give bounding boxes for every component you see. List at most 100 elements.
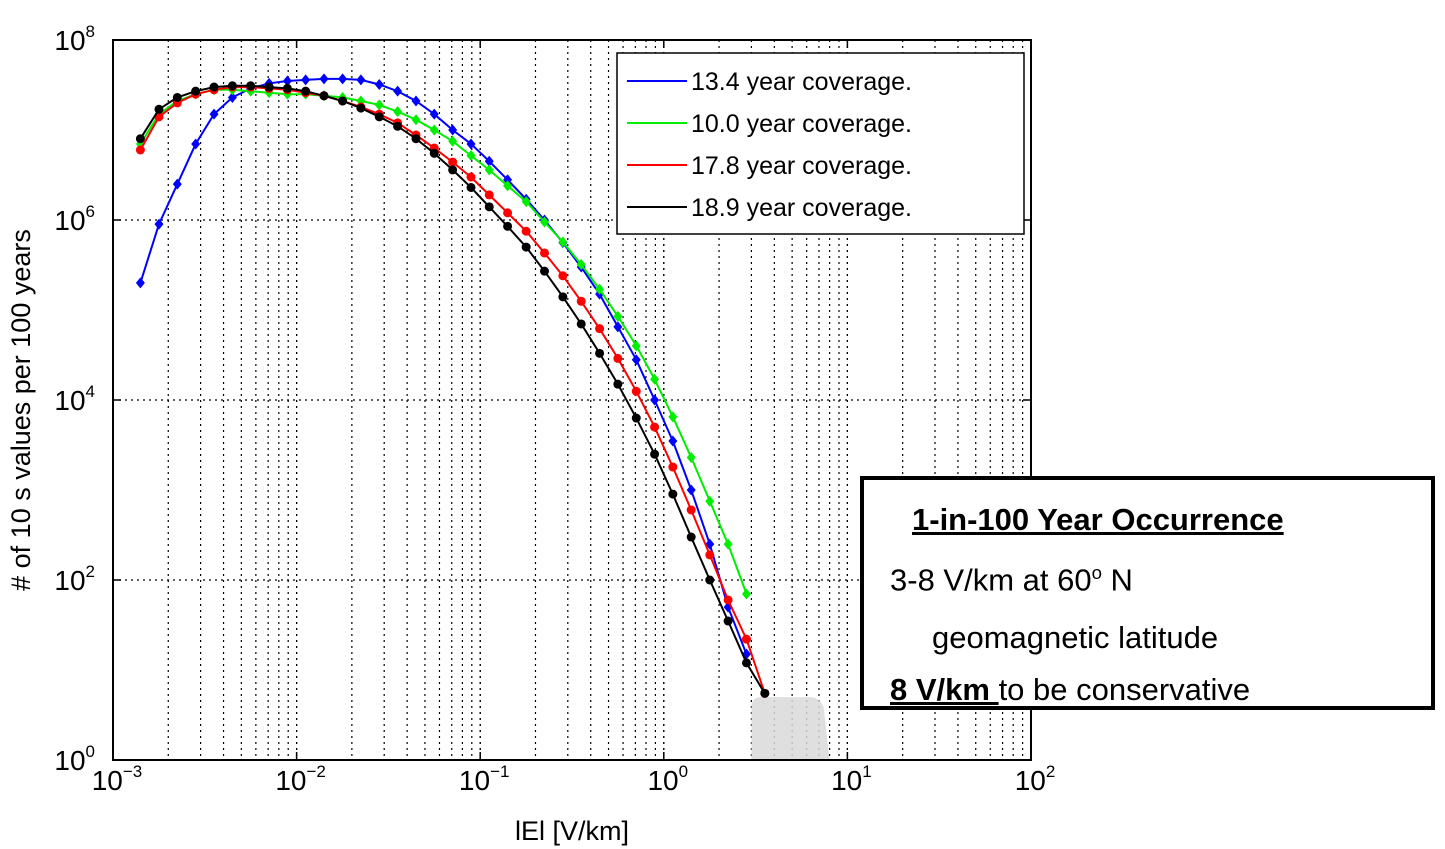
x-tick-label: 10−1 [459,762,510,796]
data-point [741,634,751,644]
data-point [540,216,550,228]
data-point [613,310,623,322]
tick-label-layer: 10−3 10−2 10−1 100 101 102 100 102 104 106 108 [54,22,1055,796]
data-point [650,449,660,459]
data-point [448,165,458,175]
data-point [595,348,605,358]
data-point [650,394,660,406]
series-line [139,77,748,655]
data-point [723,595,733,605]
data-point [411,114,421,126]
data-point [411,95,421,107]
data-point [741,588,751,600]
data-point [393,106,403,118]
data-point [246,81,256,91]
data-point [154,104,164,114]
data-point [429,148,439,158]
annotation-conservative-text: to be conservative [998,672,1251,707]
data-point [374,112,384,122]
data-point [558,271,568,281]
data-point [448,157,458,167]
legend: 13.4 year coverage. 10.0 year coverage. 17… [616,52,1025,235]
data-point [576,319,586,329]
data-point [135,134,145,144]
data-point [503,208,513,218]
data-point [135,277,145,289]
data-point [282,83,292,93]
data-point [613,379,623,389]
data-point [558,236,568,248]
data-point [356,74,366,86]
data-point [301,74,311,86]
data-point [521,196,531,208]
data-point [301,86,311,96]
data-point [741,658,751,668]
series-line [139,88,748,595]
series-4 [135,81,770,698]
data-point [503,174,513,186]
data-point [338,96,348,106]
data-point [411,134,421,144]
legend-label: 13.4 year coverage. [691,68,912,96]
data-point [356,103,366,113]
data-point [319,73,329,85]
data-point [650,373,660,385]
data-point [264,82,274,92]
legend-label: 10.0 year coverage. [691,110,912,138]
y-tick-label: 104 [54,382,95,416]
y-tick-label: 102 [54,562,95,596]
data-point [172,92,182,102]
data-point [668,462,678,472]
data-point [595,324,605,334]
data-point [521,242,531,252]
data-point [448,135,458,147]
x-axis-label: lEl [V/km] [515,816,629,846]
data-point [282,75,292,87]
data-point [668,411,678,423]
y-tick-label: 100 [54,742,95,776]
data-point [686,451,696,463]
data-point [429,108,439,120]
legend-label: 17.8 year coverage. [691,152,912,180]
tick-layer [112,39,1032,761]
data-point [521,226,531,236]
data-point [503,221,513,231]
data-point [576,259,586,271]
data-point [319,91,329,101]
y-tick-label: 106 [54,202,95,236]
data-point [484,190,494,200]
data-point [668,435,678,447]
data-point [484,164,494,176]
data-point [227,81,237,91]
annotation-range-text: 3-8 V/km at 60 [890,562,1092,598]
data-point [631,386,641,396]
data-point [191,138,201,150]
annotation-line-conservative: 8 V/km to be conservative [890,674,1250,705]
data-point [723,538,733,550]
data-point [227,91,237,103]
series-layer [135,73,770,698]
annotation-conservative-value: 8 V/km [890,672,999,707]
annotation-title: 1-in-100 Year Occurrence [912,502,1284,537]
data-point [393,121,403,131]
data-point [576,296,586,306]
data-point [429,124,439,136]
data-point [631,413,641,423]
data-point [466,138,476,150]
data-point [705,575,715,585]
legend-label: 18.9 year coverage. [691,194,912,222]
data-point [723,616,733,626]
x-tick-label: 10−2 [275,762,326,796]
annotation-line-latitude: geomagnetic latitude [932,620,1219,655]
data-point [135,145,145,155]
data-point [686,484,696,496]
x-tick-label: 102 [1015,762,1056,796]
data-point [631,340,641,352]
y-axis-label: # of 10 s values per 100 years [6,229,36,591]
y-tick-label: 108 [54,22,95,56]
data-point [154,218,164,230]
data-point [686,532,696,542]
data-point [595,283,605,295]
x-tick-label: 10−3 [92,762,143,796]
